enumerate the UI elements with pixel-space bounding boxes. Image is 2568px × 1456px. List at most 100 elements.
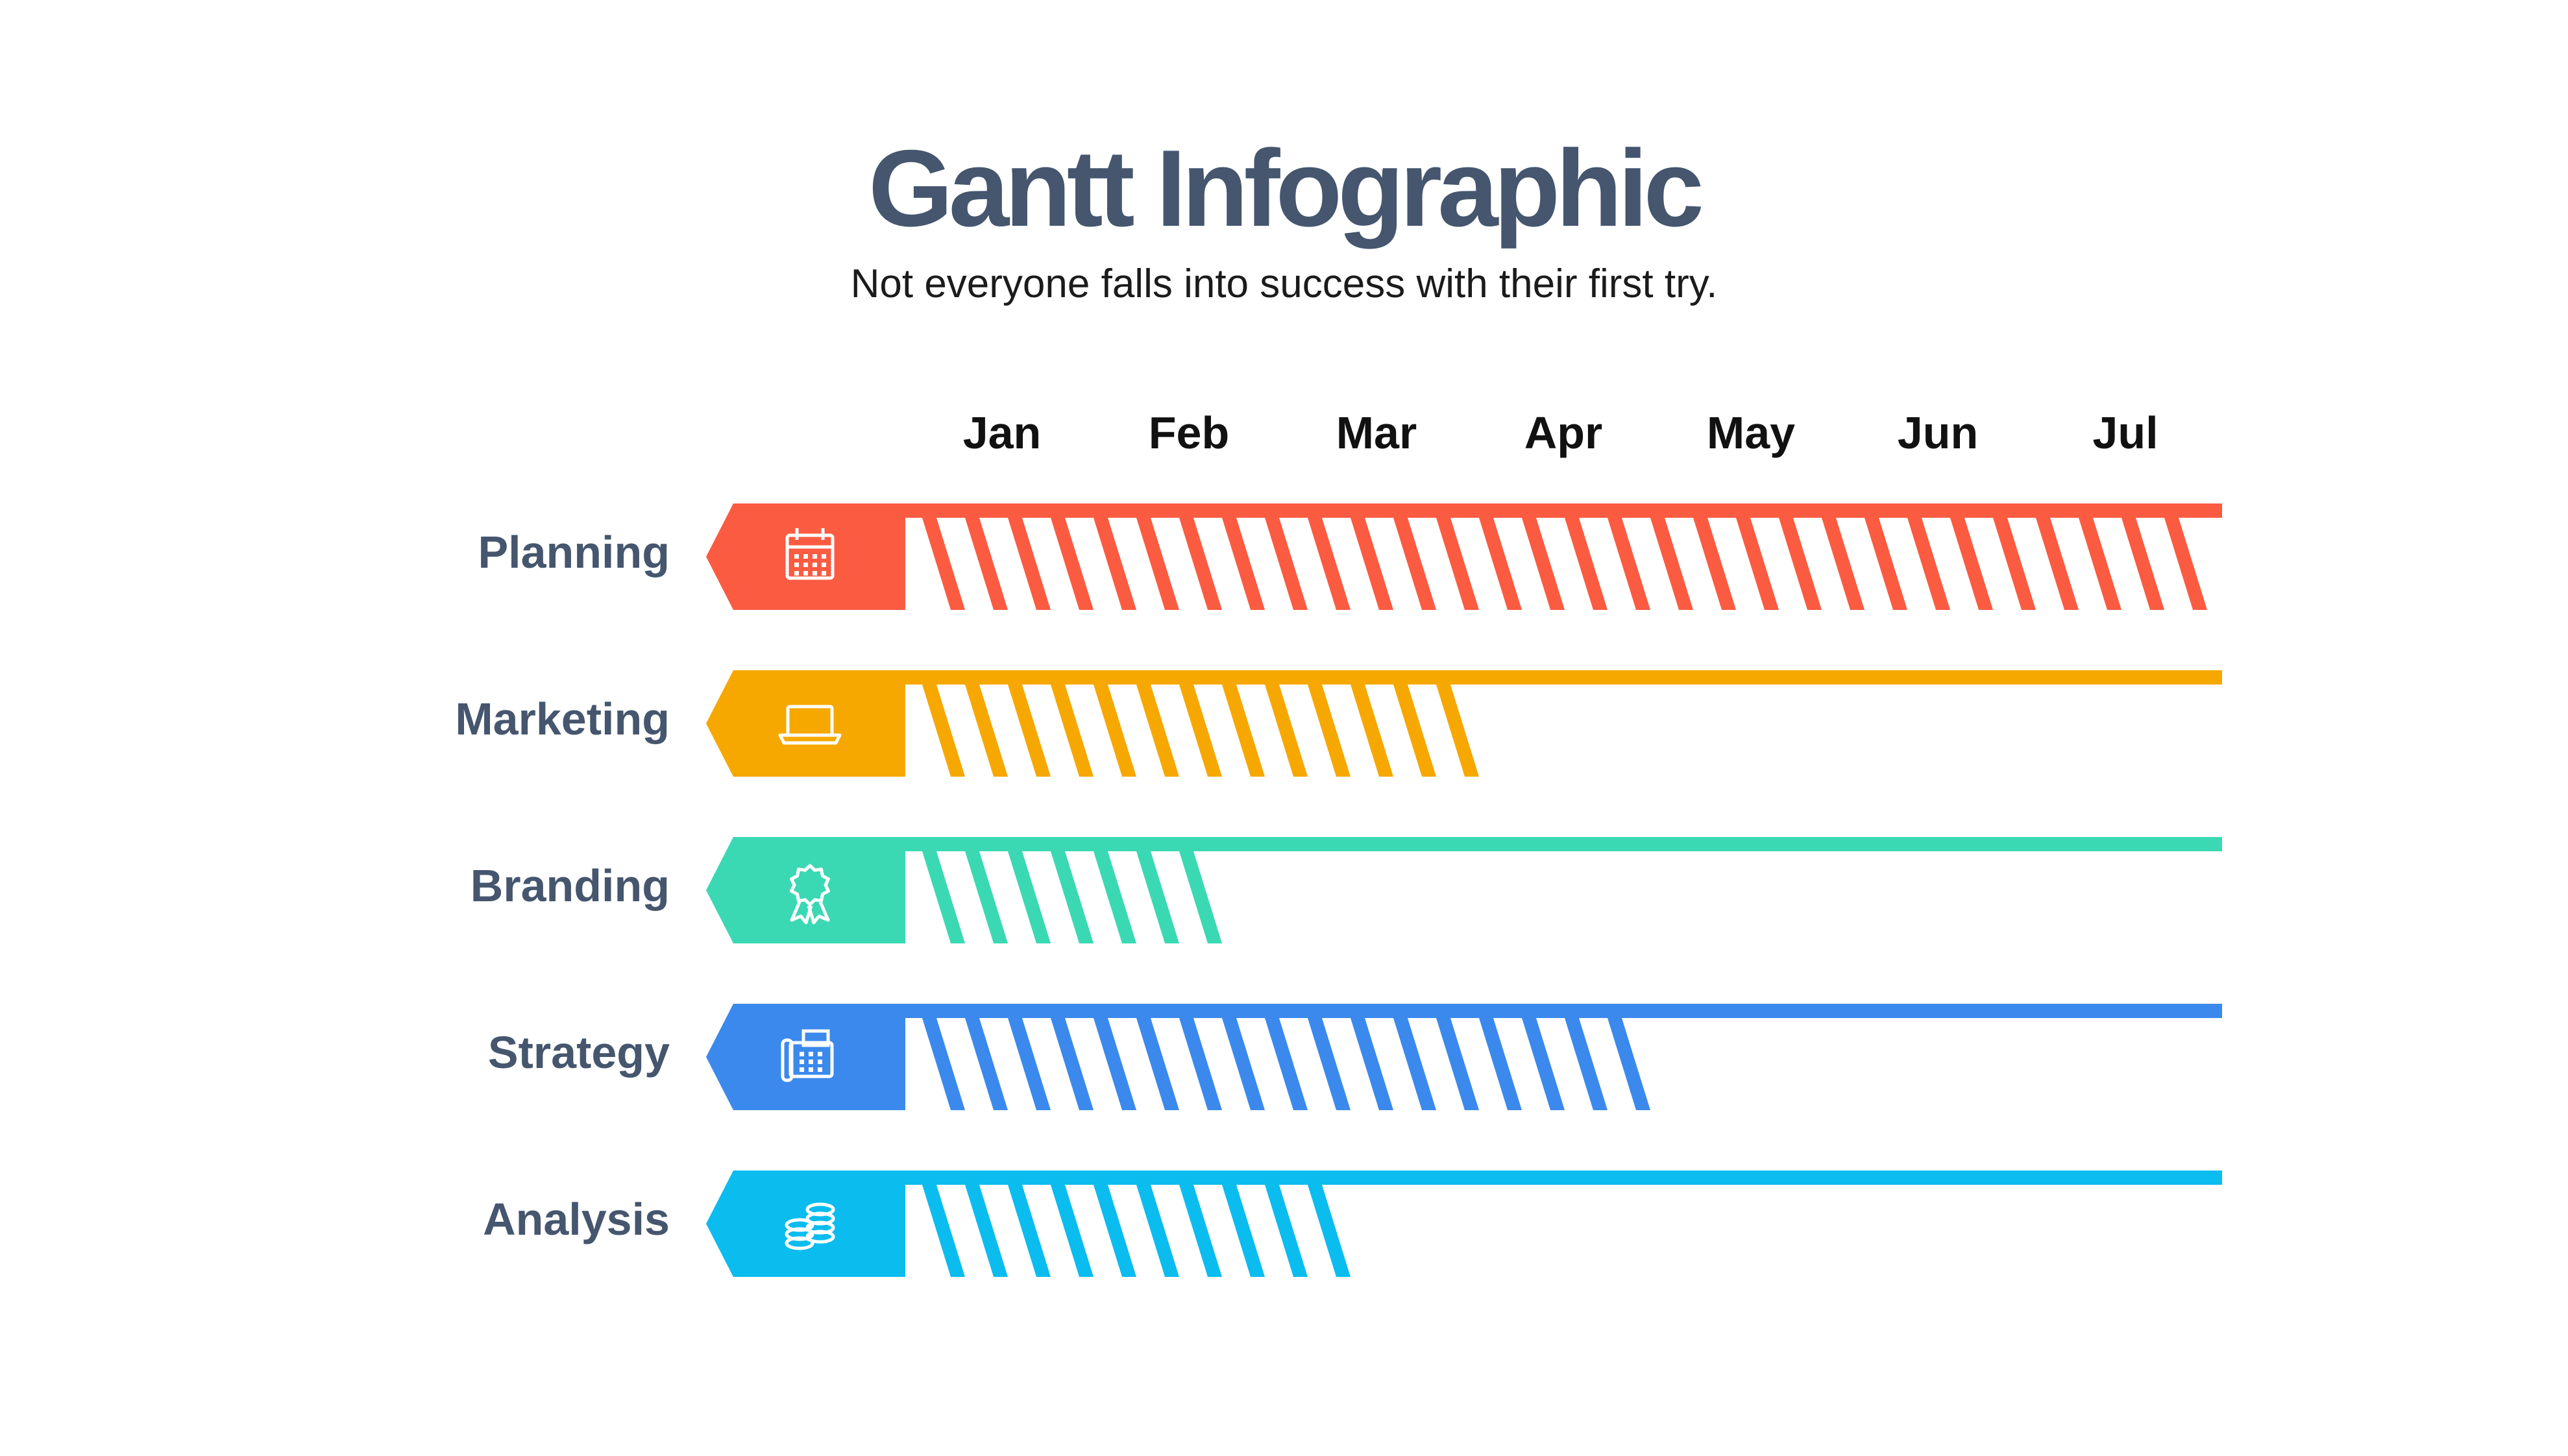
calendar-icon [785,528,835,580]
progress-stripe [1222,685,1265,777]
progress-stripe [1393,685,1436,777]
progress-stripe [1008,1018,1051,1110]
fax-machine-icon [781,1029,834,1082]
progress-stripe [1608,1018,1650,1110]
progress-stripe [1051,851,1094,943]
progress-stripe [1351,1018,1393,1110]
progress-stripe [1479,518,1522,610]
award-ribbon-icon [790,864,830,925]
progress-stripe [1865,518,1907,610]
task-progress-marketing [922,685,1479,777]
gantt-row-analysis [706,1171,2222,1277]
progress-stripe [1351,518,1393,610]
progress-stripe [1265,1185,1308,1277]
progress-stripe [965,518,1008,610]
progress-stripe [1565,1018,1608,1110]
task-arrow-strategy [706,1004,905,1110]
progress-stripe [2164,518,2207,610]
task-track-branding [905,837,2222,851]
progress-stripe [1094,851,1136,943]
progress-stripe [1308,685,1351,777]
progress-stripe [922,518,965,610]
progress-stripe [1222,1185,1265,1277]
progress-stripe [2122,518,2164,610]
gantt-row-branding [706,837,2222,943]
progress-stripe [1736,518,1779,610]
progress-stripe [1351,685,1393,777]
progress-stripe [965,685,1008,777]
progress-stripe [1051,1018,1094,1110]
task-track-planning [905,504,2222,518]
progress-stripe [1008,685,1051,777]
progress-stripe [1308,518,1351,610]
progress-stripe [1779,518,1822,610]
laptop-icon [778,705,842,745]
progress-stripe [1608,518,1650,610]
progress-stripe [1094,518,1136,610]
progress-stripe [1222,1018,1265,1110]
task-label-marketing: Marketing [455,694,670,744]
progress-stripe [1179,1185,1222,1277]
task-progress-planning [922,518,2207,610]
progress-stripe [1051,1185,1094,1277]
progress-stripe [922,685,965,777]
month-label-jun: Jun [1897,407,1979,458]
progress-stripe [1136,1018,1179,1110]
task-label-branding: Branding [470,860,670,911]
task-progress-strategy [922,1018,1650,1110]
page-title: Gantt Infographic [868,127,1704,249]
progress-stripe [1436,1018,1479,1110]
progress-stripe [1393,1018,1436,1110]
progress-stripe [1136,518,1179,610]
progress-stripe [965,1185,1008,1277]
progress-stripe [1222,518,1265,610]
progress-stripe [2036,518,2079,610]
progress-stripe [1993,518,2036,610]
progress-stripe [1179,1018,1222,1110]
month-label-mar: Mar [1336,407,1417,458]
progress-stripe [1308,1185,1351,1277]
task-track-marketing [905,670,2222,685]
gantt-row-marketing [706,670,2222,777]
progress-stripe [922,851,965,943]
task-label-analysis: Analysis [483,1194,670,1244]
progress-stripe [1051,685,1094,777]
progress-stripe [1693,518,1736,610]
progress-stripe [1393,518,1436,610]
progress-stripe [1265,518,1308,610]
progress-stripe [1950,518,1993,610]
progress-stripe [1907,518,1950,610]
month-label-may: May [1706,407,1796,458]
progress-stripe [1008,1185,1051,1277]
task-arrow-analysis [706,1171,905,1277]
progress-stripe [922,1018,965,1110]
progress-stripe [1436,518,1479,610]
progress-stripe [1051,518,1094,610]
progress-stripe [1094,1018,1136,1110]
progress-stripe [1436,685,1479,777]
month-label-feb: Feb [1148,407,1230,458]
progress-stripe [1479,1018,1522,1110]
task-progress-branding [922,851,1222,943]
progress-stripe [2079,518,2122,610]
progress-stripe [922,1185,965,1277]
task-progress-analysis [922,1185,1351,1277]
progress-stripe [965,1018,1008,1110]
progress-stripe [1008,851,1051,943]
task-label-strategy: Strategy [487,1027,670,1078]
task-arrow-marketing [706,670,905,777]
progress-stripe [1822,518,1865,610]
task-arrow-branding [706,837,905,943]
progress-stripe [1265,685,1308,777]
task-track-analysis [905,1171,2222,1185]
progress-stripe [1565,518,1608,610]
month-label-jan: Jan [962,407,1042,458]
month-label-apr: Apr [1524,407,1603,458]
page-subtitle: Not everyone falls into success with the… [850,261,1718,306]
coin-stack-icon [785,1202,835,1250]
progress-stripe [1094,1185,1136,1277]
month-label-jul: Jul [2092,407,2158,458]
gantt-row-strategy [706,1004,2222,1110]
